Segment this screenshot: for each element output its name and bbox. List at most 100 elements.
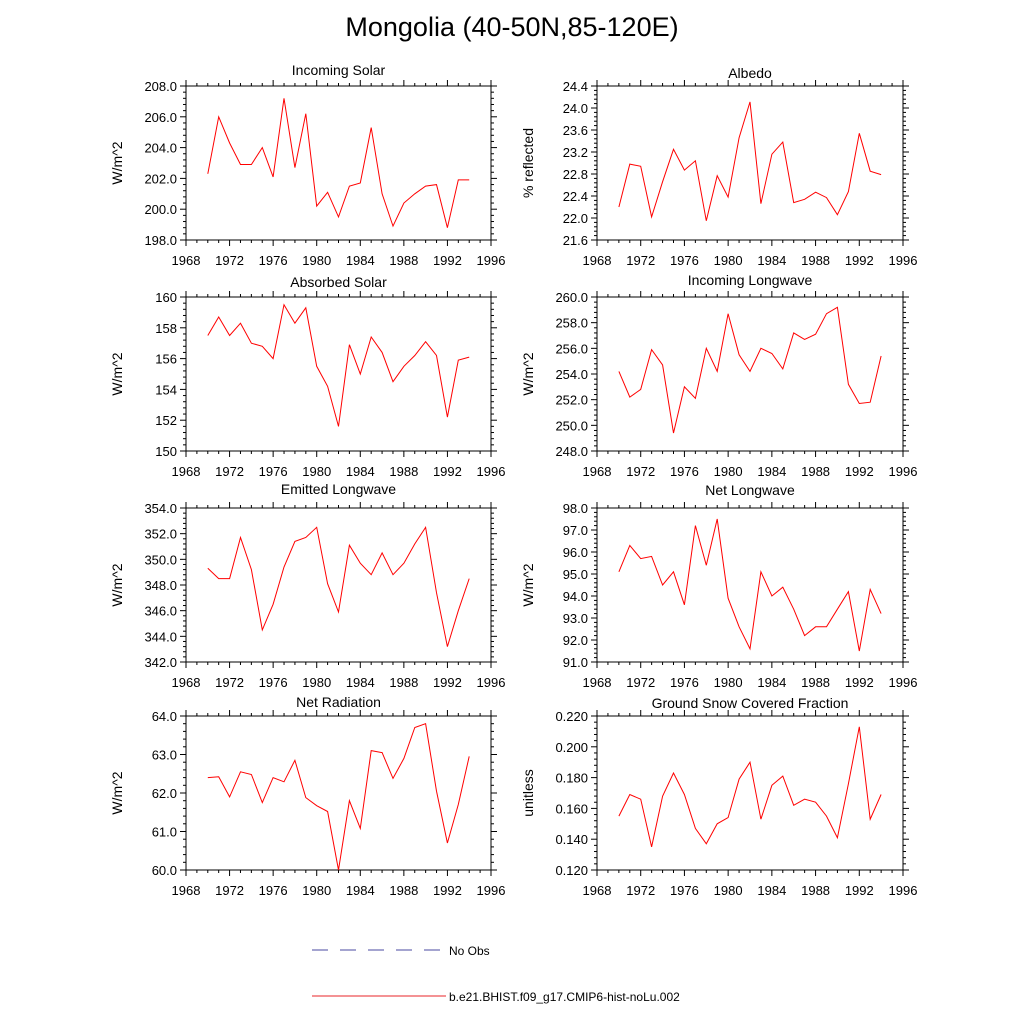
chart-panel: Emitted Longwave 1968 1972 1976 1980 1984 1988…: [109, 481, 505, 690]
y-axis-label: unitless: [520, 769, 536, 816]
x-tick-label: 1968: [172, 253, 201, 268]
chart-panel: Net Longwave 1968 1972 1976 1980 1984 1988 1992…: [520, 482, 917, 690]
series-line: [207, 98, 470, 228]
y-tick-label: 204.0: [144, 141, 177, 156]
x-tick-label: 1992: [433, 464, 462, 479]
x-tick-label: 1976: [259, 464, 288, 479]
x-tick-label: 1972: [626, 464, 655, 479]
x-tick-label: 1992: [845, 883, 874, 898]
y-tick-label: 248.0: [555, 444, 588, 459]
x-tick-label: 1968: [172, 883, 201, 898]
x-tick-label: 1984: [346, 253, 375, 268]
x-tick-label: 1996: [889, 675, 918, 690]
y-tick-label: 93.0: [563, 611, 588, 626]
x-tick-label: 1984: [346, 675, 375, 690]
panel-title: Incoming Solar: [292, 62, 386, 78]
x-tick-label: 1972: [215, 883, 244, 898]
x-tick-label: 1988: [801, 883, 830, 898]
chart-panel: Ground Snow Covered Fraction 1968 1972 1976…: [520, 695, 917, 898]
x-tick-label: 1976: [259, 675, 288, 690]
y-tick-label: 94.0: [563, 589, 588, 604]
panel-title: Net Radiation: [296, 694, 381, 710]
y-tick-label: 62.0: [152, 786, 177, 801]
y-tick-label: 0.220: [555, 709, 588, 724]
plot-frame: [596, 85, 904, 241]
x-tick-label: 1980: [302, 675, 331, 690]
y-tick-label: 150: [155, 444, 177, 459]
y-axis-label: W/m^2: [109, 141, 125, 184]
x-tick-label: 1972: [626, 675, 655, 690]
y-tick-label: 61.0: [152, 825, 177, 840]
x-tick-label: 1976: [259, 883, 288, 898]
y-tick-label: 200.0: [144, 202, 177, 217]
y-tick-label: 346.0: [144, 604, 177, 619]
x-tick-label: 1996: [477, 253, 506, 268]
y-tick-label: 95.0: [563, 567, 588, 582]
x-tick-label: 1980: [302, 464, 331, 479]
figure-title: Mongolia (40-50N,85-120E): [345, 12, 679, 42]
x-tick-label: 1972: [215, 253, 244, 268]
x-tick-label: 1992: [845, 464, 874, 479]
y-tick-label: 92.0: [563, 633, 588, 648]
y-tick-label: 22.4: [563, 189, 588, 204]
y-axis-label: % reflected: [520, 128, 536, 198]
x-tick-label: 1972: [626, 883, 655, 898]
series-line: [207, 303, 470, 427]
x-tick-label: 1976: [670, 883, 699, 898]
series-line: [618, 726, 882, 848]
y-tick-label: 250.0: [555, 418, 588, 433]
y-tick-label: 158: [155, 321, 177, 336]
y-tick-label: 354.0: [144, 501, 177, 516]
y-tick-label: 21.6: [563, 233, 588, 248]
x-tick-label: 1996: [889, 464, 918, 479]
y-tick-label: 152: [155, 413, 177, 428]
y-tick-label: 23.6: [563, 123, 588, 138]
x-tick-label: 1984: [346, 883, 375, 898]
y-tick-label: 98.0: [563, 501, 588, 516]
x-tick-label: 1988: [389, 253, 418, 268]
x-tick-label: 1980: [714, 464, 743, 479]
x-tick-label: 1980: [714, 883, 743, 898]
y-tick-label: 256.0: [555, 341, 588, 356]
x-tick-label: 1988: [801, 675, 830, 690]
x-tick-label: 1976: [259, 253, 288, 268]
y-axis-label: W/m^2: [109, 352, 125, 395]
x-tick-label: 1976: [670, 253, 699, 268]
y-tick-label: 22.0: [563, 211, 588, 226]
x-tick-label: 1996: [477, 464, 506, 479]
panel-title: Incoming Longwave: [688, 272, 813, 288]
x-tick-label: 1980: [302, 883, 331, 898]
series-line: [618, 518, 882, 652]
chart-panel: Incoming Longwave 1968 1972 1976 1980 1984 198…: [520, 272, 917, 479]
series-line: [618, 306, 882, 434]
y-tick-label: 23.2: [563, 145, 588, 160]
x-tick-label: 1992: [433, 883, 462, 898]
panel-title: Ground Snow Covered Fraction: [652, 695, 849, 711]
x-tick-label: 1992: [845, 675, 874, 690]
x-tick-label: 1988: [389, 464, 418, 479]
x-tick-label: 1996: [889, 253, 918, 268]
y-tick-label: 154: [155, 382, 177, 397]
chart-panel: Incoming Solar 1968 1972 1976 1980 1984 1988 19…: [109, 62, 505, 268]
panel-title: Emitted Longwave: [281, 481, 396, 497]
x-tick-label: 1984: [346, 464, 375, 479]
series-line: [207, 723, 470, 871]
x-tick-label: 1988: [801, 464, 830, 479]
y-tick-label: 206.0: [144, 110, 177, 125]
y-tick-label: 24.0: [563, 101, 588, 116]
x-tick-label: 1988: [389, 675, 418, 690]
panel-title: Albedo: [728, 65, 772, 81]
x-tick-label: 1984: [757, 883, 786, 898]
y-tick-label: 63.0: [152, 748, 177, 763]
x-tick-label: 1976: [670, 675, 699, 690]
y-tick-label: 0.180: [555, 771, 588, 786]
y-tick-label: 254.0: [555, 367, 588, 382]
panel-title: Absorbed Solar: [290, 274, 387, 290]
plot-frame: [185, 296, 492, 452]
y-tick-label: 348.0: [144, 578, 177, 593]
x-tick-label: 1968: [172, 675, 201, 690]
y-tick-label: 22.8: [563, 167, 588, 182]
x-tick-label: 1980: [302, 253, 331, 268]
y-tick-label: 160: [155, 290, 177, 305]
x-tick-label: 1988: [389, 883, 418, 898]
